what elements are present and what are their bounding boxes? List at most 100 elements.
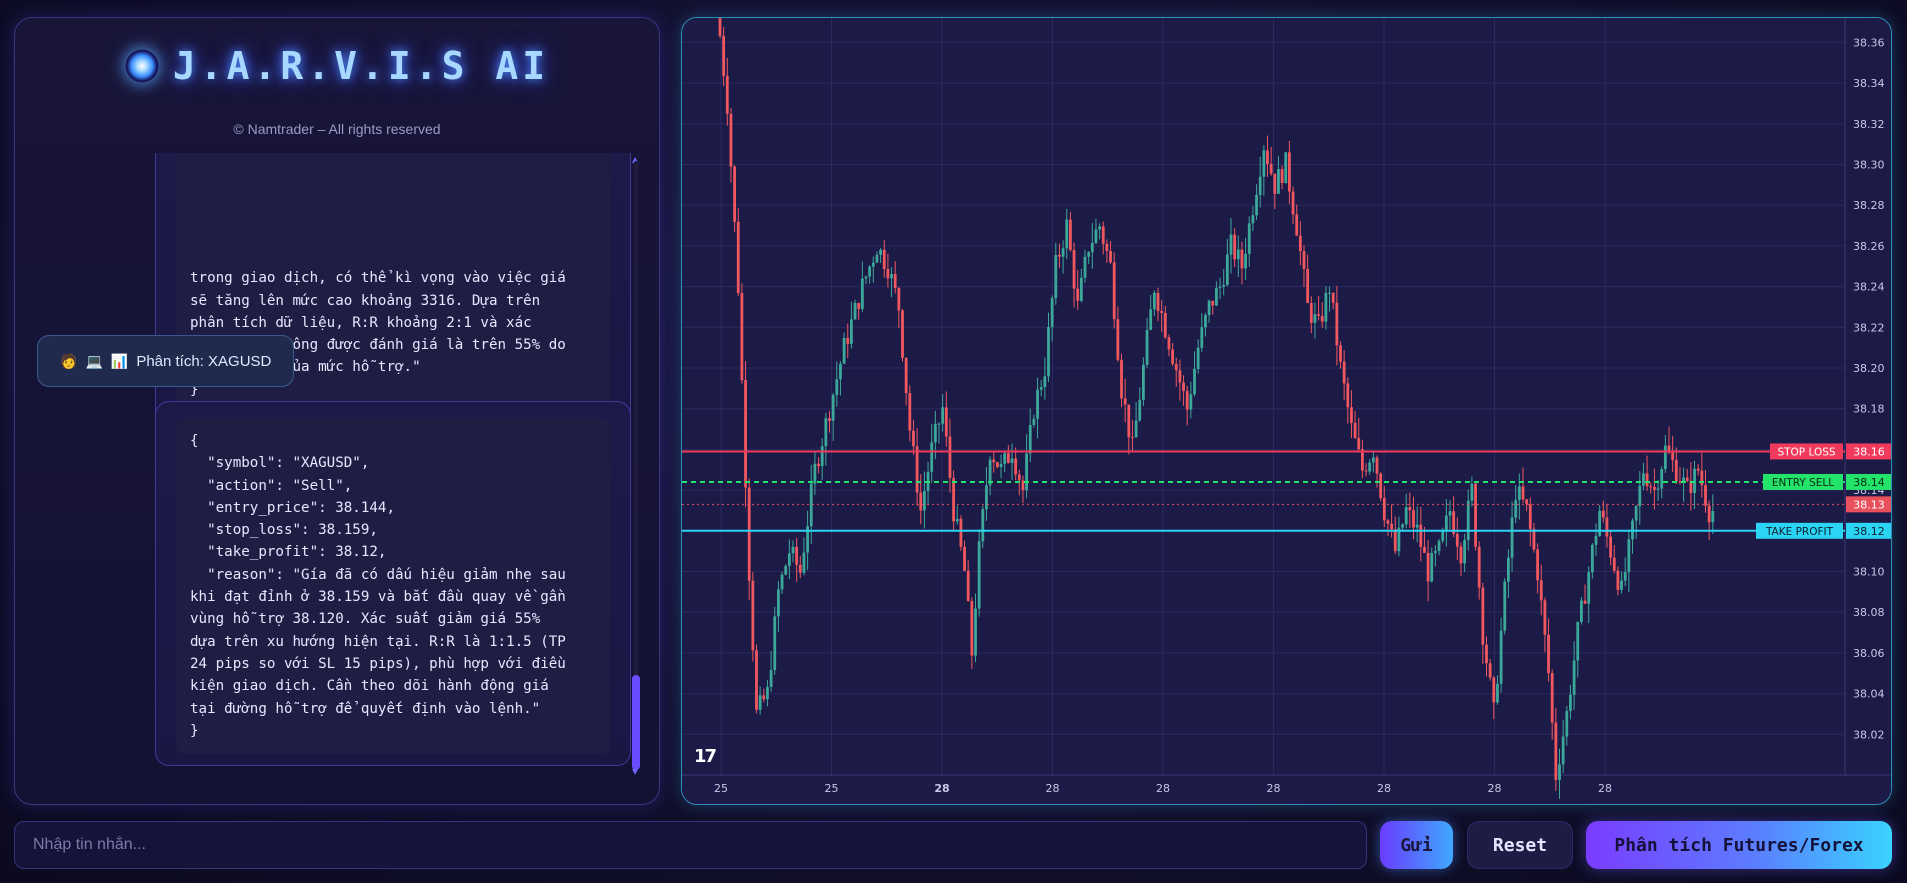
candlestick-chart[interactable]: 38.02 38.04 38.06 38.08 38.10 38.12 38.14 38.16…: [682, 18, 1892, 805]
candle-body: [1375, 457, 1379, 474]
candle-body: [996, 462, 999, 468]
y-tick-label: 38.04: [1853, 688, 1885, 701]
candle-body: [1262, 150, 1266, 177]
candle-body: [1185, 390, 1189, 410]
candle-body: [1390, 523, 1393, 530]
x-tick-label: 28: [934, 782, 949, 795]
candle-body: [992, 459, 996, 463]
jarvis-orb-icon: [124, 49, 159, 83]
candle-body: [1488, 663, 1492, 678]
candle-body: [1171, 349, 1174, 364]
candle-body: [977, 541, 981, 609]
candle-body: [955, 518, 959, 522]
y-tick-label: 38.24: [1853, 281, 1885, 294]
candle-body: [1382, 497, 1386, 521]
candle-body: [1112, 262, 1116, 320]
candle-body: [1167, 337, 1171, 350]
candle-body: [1656, 488, 1660, 490]
candle-body: [1273, 173, 1277, 194]
candle-body: [868, 266, 872, 277]
candle-body: [933, 423, 937, 443]
x-tick-label: 25: [714, 782, 728, 795]
candle-body: [1065, 219, 1069, 249]
candle-body: [890, 273, 893, 279]
reset-button[interactable]: Reset: [1467, 821, 1573, 869]
candle-body: [1357, 438, 1361, 450]
candle-body: [1236, 249, 1240, 260]
candle-body: [1463, 540, 1466, 564]
candle-body: [1277, 169, 1280, 194]
candle-body: [1590, 544, 1594, 573]
candle-body: [773, 616, 777, 670]
candle-body: [1240, 249, 1244, 269]
candle-body: [1145, 329, 1149, 365]
y-tick-label: 38.34: [1853, 77, 1885, 90]
candle-body: [1353, 422, 1357, 439]
candle-body: [1043, 376, 1047, 388]
scroll-track[interactable]: [634, 161, 638, 767]
candle-body: [1178, 370, 1182, 383]
send-button[interactable]: Gửi: [1380, 821, 1453, 869]
candle-body: [999, 463, 1003, 468]
analyze-futures-forex-button[interactable]: Phân tích Futures/Forex: [1586, 821, 1892, 869]
price-axis-tag: [1846, 496, 1891, 513]
candle-body: [1510, 517, 1514, 558]
level-tag: [1770, 443, 1843, 460]
candle-body: [1258, 176, 1262, 195]
candle-body: [1317, 314, 1320, 316]
candle-body: [850, 319, 853, 344]
candle-body: [1459, 546, 1463, 564]
candle-body: [1342, 361, 1346, 384]
scroll-thumb[interactable]: [632, 675, 640, 770]
candle-body: [1302, 251, 1306, 269]
y-tick-label: 38.36: [1853, 36, 1885, 49]
candle-body: [733, 166, 736, 222]
candle-body: [813, 463, 817, 484]
candle-body: [1288, 152, 1291, 192]
candle-body: [1539, 580, 1543, 601]
bar-chart-icon: 📊: [110, 352, 129, 369]
candle-body: [1032, 418, 1036, 425]
y-tick-label: 38.20: [1853, 362, 1885, 375]
price-chart[interactable]: 38.02 38.04 38.06 38.08 38.10 38.12 38.14 38.16…: [681, 17, 1892, 805]
candle-body: [1496, 683, 1499, 703]
chat-scrollbar[interactable]: ▲ ▼: [631, 155, 641, 776]
candle-body: [1069, 219, 1072, 251]
candle-body: [915, 446, 919, 493]
candle-body: [839, 363, 842, 380]
candle-body: [766, 686, 769, 700]
candle-body: [1313, 314, 1317, 323]
candle-body: [1054, 254, 1058, 299]
candle-body: [1131, 437, 1134, 439]
y-tick-label: 38.02: [1853, 728, 1885, 741]
candle-body: [1674, 459, 1678, 482]
scroll-down-icon[interactable]: ▼: [632, 767, 639, 776]
scroll-up-icon[interactable]: ▲: [632, 155, 639, 164]
candle-body: [1003, 453, 1007, 464]
candle-body: [1134, 420, 1138, 438]
candle-body: [1058, 254, 1061, 257]
candle-body: [1620, 580, 1623, 590]
candle-body: [1598, 510, 1602, 536]
candle-body: [1229, 234, 1233, 255]
candle-body: [1072, 250, 1076, 289]
candle-body: [1076, 288, 1080, 301]
tradingview-logo-icon[interactable]: 17: [694, 746, 717, 767]
candle-body: [1580, 600, 1583, 623]
bot-message: trong giao dịch, có thể kì vọng vào việc…: [155, 153, 631, 425]
candle-body: [1207, 300, 1211, 315]
candle-body: [970, 600, 974, 656]
candle-body: [1704, 485, 1707, 506]
message-input[interactable]: [14, 821, 1367, 869]
candle-body: [1693, 468, 1696, 494]
candle-body: [985, 485, 988, 510]
candle-body: [1309, 302, 1313, 323]
x-tick-label: 28: [1267, 782, 1281, 795]
candle-body: [1419, 524, 1423, 547]
candle-body: [1404, 507, 1408, 525]
candle-body: [959, 518, 963, 547]
candle-body: [1361, 449, 1364, 471]
candle-body: [1601, 510, 1605, 518]
candle-body: [831, 394, 835, 421]
candle-body: [1280, 169, 1284, 184]
